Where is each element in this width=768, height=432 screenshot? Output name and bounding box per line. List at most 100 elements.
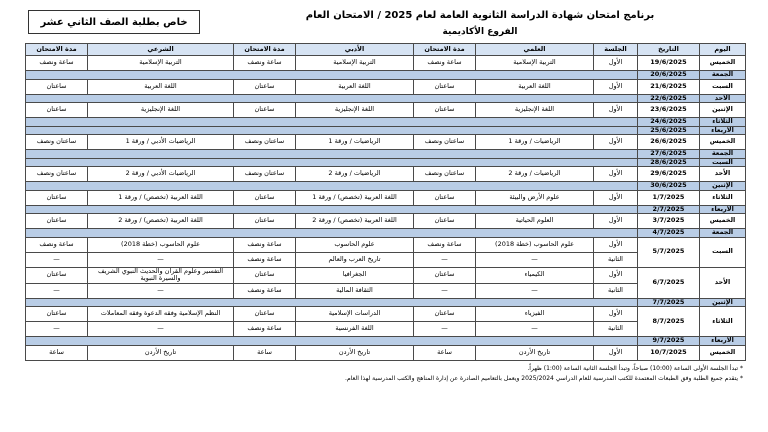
date-cell: 22/6/2025 (637, 93, 700, 103)
date-cell: 27/6/2025 (637, 149, 700, 159)
duration-cell: ساعة ونصف (413, 55, 476, 71)
duration-cell: ساعتان (413, 266, 476, 284)
exam-row: الإثنين 23/6/2025 الأول اللغة الإنجليزية ساع… (25, 102, 746, 118)
duration-cell: ساعتان (413, 213, 476, 229)
rest-cell (25, 336, 638, 346)
session-cell: الثانية (593, 321, 638, 337)
duration-cell: ساعتان ونصف (413, 134, 476, 150)
duration-cell: ساعة ونصف (413, 236, 476, 253)
session-cell: الأول (593, 213, 638, 229)
rest-row: الأربعاء 25/6/2025 (25, 125, 746, 135)
badge: خاص بطلبة الصف الثاني عشر (28, 10, 200, 34)
duration-cell: ساعتان ونصف (413, 166, 476, 182)
day-cell: السبت (699, 157, 746, 167)
subject-cell: تاريخ الأردن (475, 344, 594, 361)
date-cell: 29/6/2025 (637, 166, 700, 182)
exam-row: السبت 5/7/2025 الأول علوم الحاسوب (خطة 2018… (25, 236, 746, 268)
date-cell: 9/7/2025 (637, 336, 700, 346)
day-cell: الأربعاء (699, 336, 746, 346)
date-cell: 7/7/2025 (637, 297, 700, 307)
subject-cell: — (475, 282, 594, 299)
session-cell: الأول (593, 102, 638, 118)
duration-cell: ساعتان (25, 189, 88, 206)
duration-cell: ساعتان (25, 78, 88, 95)
day-cell: الأحد (699, 266, 746, 299)
day-cell: السبت (699, 78, 746, 95)
day-cell: السبت (699, 236, 746, 268)
subject-cell: الثقافة المالية (295, 282, 414, 299)
rest-row: السبت 28/6/2025 (25, 157, 746, 167)
rest-row: الجمعة 27/6/2025 (25, 149, 746, 159)
duration-cell: — (25, 321, 88, 337)
duration-cell: ساعتان (413, 306, 476, 322)
day-cell: الإثنين (699, 181, 746, 191)
duration-cell: ساعتان (233, 102, 296, 118)
duration-cell: ساعتان ونصف (233, 134, 296, 150)
duration-cell: ساعة ونصف (233, 282, 296, 299)
subject-cell: اللغة العربية (475, 78, 594, 95)
date-cell: 1/7/2025 (637, 189, 700, 206)
exam-row: الخميس 19/6/2025 الأول التربية الإسلامية ساع… (25, 55, 746, 71)
rest-row: الثلاثاء 24/6/2025 (25, 117, 746, 127)
rest-cell (25, 149, 638, 159)
rest-cell (25, 70, 638, 80)
duration-cell: ساعة (233, 344, 296, 361)
duration-cell: ساعة (25, 344, 88, 361)
day-cell: الأحد (699, 93, 746, 103)
subject-cell: العلوم الحياتية (475, 213, 594, 229)
session-cell: الأول (593, 166, 638, 182)
day-cell: الخميس (699, 55, 746, 71)
rest-row: الجمعة 4/7/2025 (25, 228, 746, 238)
note: * يتقدم جميع الطلبة وفق الطبعات المعتمدة… (345, 374, 743, 382)
duration-cell: ساعة ونصف (233, 55, 296, 71)
subject-cell: اللغة العربية (تخصص) / ورقة 2 (87, 213, 234, 229)
duration-cell: — (25, 251, 88, 268)
day-cell: الجمعة (699, 70, 746, 80)
session-cell: الأول (593, 344, 638, 361)
subject-cell: — (87, 321, 234, 337)
note: * تبدأ الجلسة الأولى الساعة (10:00) صباح… (527, 364, 743, 372)
subtitle: الفروع الأكاديمية (442, 27, 518, 37)
date-cell: 23/6/2025 (637, 102, 700, 118)
rest-cell (25, 228, 638, 238)
column-header: مدة الامتحان (233, 43, 296, 56)
subject-cell: — (475, 321, 594, 337)
column-header: العلمي (475, 43, 594, 56)
exam-row: السبت 21/6/2025 الأول اللغة العربية ساعتان ال… (25, 78, 746, 95)
rest-row: الإثنين 30/6/2025 (25, 181, 746, 191)
column-header: الشرعي (87, 43, 234, 56)
subject-cell: تاريخ الأردن (295, 344, 414, 361)
day-cell: الثلاثاء (699, 117, 746, 127)
subject-cell: التربية الإسلامية (475, 55, 594, 71)
header-row: اليوم التاريخ الجلسة العلمي مدة الامتحان الأد… (25, 43, 746, 56)
date-cell: 19/6/2025 (637, 55, 700, 71)
duration-cell: ساعتان ونصف (25, 134, 88, 150)
subject-cell: التربية الإسلامية (295, 55, 414, 71)
subject-cell: اللغة العربية (تخصص) / ورقة 1 (87, 189, 234, 206)
date-cell: 20/6/2025 (637, 70, 700, 80)
date-cell: 3/7/2025 (637, 213, 700, 229)
subject-cell: النظم الإسلامية وفقه الدعوة وفقه المعامل… (87, 306, 234, 322)
exam-row: الثانية — — الثقافة المالية ساعة ونصف — — (25, 282, 746, 299)
session-cell: الثانية (593, 282, 638, 299)
rest-cell (25, 297, 638, 307)
exam-row: الخميس 10/7/2025 الأول تاريخ الأردن ساعة تاري… (25, 344, 746, 361)
subject-cell: الكيمياء (475, 266, 594, 284)
session-cell: الأول (593, 134, 638, 150)
session-cell: الثانية (593, 251, 638, 268)
rest-cell (25, 181, 638, 191)
duration-cell: ساعة ونصف (233, 321, 296, 337)
rest-row: الأربعاء 9/7/2025 (25, 336, 746, 346)
subject-cell: الرياضيات الأدبي / ورقة 1 (87, 134, 234, 150)
session-cell: الأول (593, 236, 638, 253)
day-cell: الجمعة (699, 228, 746, 238)
subject-cell: الدراسات الإسلامية (295, 306, 414, 322)
exam-row: الثلاثاء 1/7/2025 الأول علوم الأرض والبيئة س… (25, 189, 746, 206)
subject-cell: الرياضيات / ورقة 1 (295, 134, 414, 150)
subject-cell: اللغة العربية (87, 78, 234, 95)
rest-cell (25, 93, 638, 103)
duration-cell: ساعة ونصف (25, 55, 88, 71)
duration-cell: ساعتان (233, 306, 296, 322)
day-cell: الثلاثاء (699, 306, 746, 337)
subject-cell: اللغة الإنجليزية (475, 102, 594, 118)
